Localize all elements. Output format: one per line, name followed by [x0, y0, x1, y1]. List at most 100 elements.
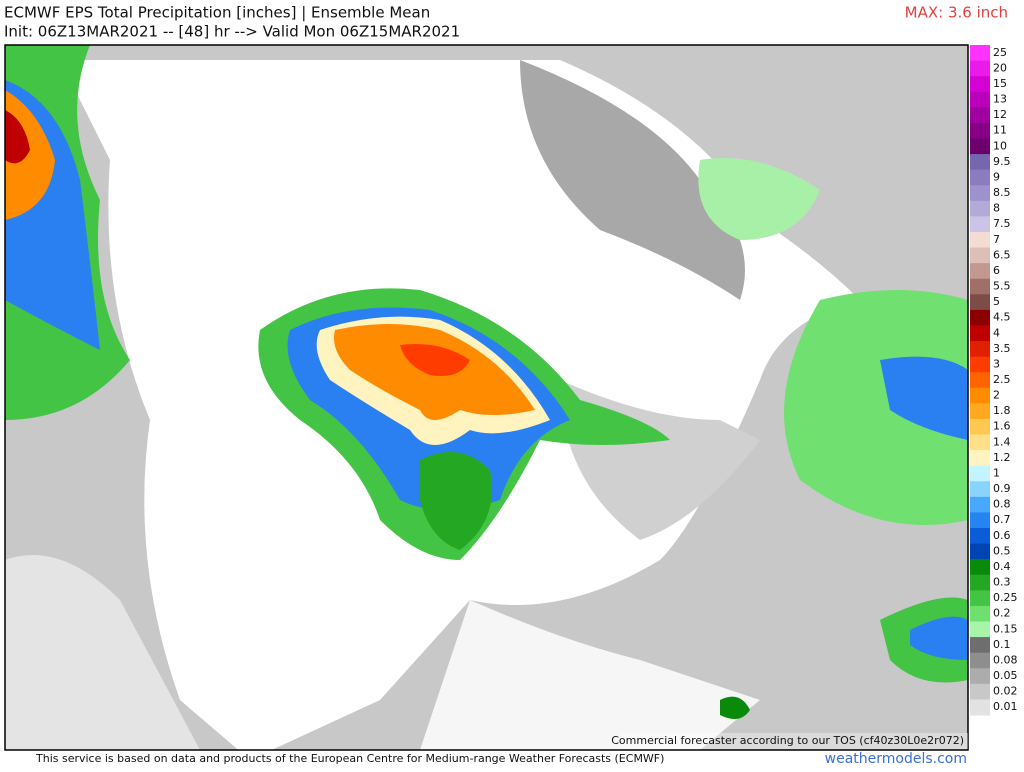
colorbar-label: 0.6: [993, 529, 1011, 542]
colorbar-swatch: [970, 169, 990, 186]
tos-note: Commercial forecaster according to our T…: [611, 734, 964, 747]
colorbar-label: 0.15: [993, 622, 1018, 635]
colorbar-swatch: [970, 60, 990, 77]
colorbar-label: 7: [993, 233, 1000, 246]
caribbean-blue: [910, 616, 968, 660]
colorbar-swatch: [970, 450, 990, 467]
colorbar-swatch: [970, 418, 990, 436]
caribbean-land: [420, 600, 760, 750]
colorbar-label: 3: [993, 357, 1000, 370]
colorbar-label: 11: [993, 124, 1007, 137]
colorbar-label: 10: [993, 139, 1007, 152]
title: ECMWF EPS Total Precipitation [inches] |…: [4, 4, 430, 22]
colorbar-label: 1.8: [993, 404, 1011, 417]
colorbar-swatch: [970, 637, 990, 654]
colorbar-swatch: [970, 231, 990, 249]
colorbar-swatch: [970, 683, 990, 700]
colorbar-swatch: [970, 263, 990, 280]
colorbar-swatch: [970, 590, 990, 607]
colorbar-swatch: [970, 559, 990, 576]
colorbar-swatch: [970, 465, 990, 482]
atlantic-blue: [880, 356, 968, 440]
colorbar-swatch: [970, 45, 990, 62]
colorbar-label: 6.5: [993, 248, 1011, 261]
max-label: MAX: 3.6 inch: [905, 4, 1008, 22]
atlantic-green: [784, 290, 968, 525]
colorbar-label: 5.5: [993, 280, 1011, 293]
colorbar-label: 13: [993, 93, 1007, 106]
colorbar-swatch: [970, 154, 990, 171]
tos-box: [620, 733, 968, 749]
colorbar-label: 9: [993, 170, 1000, 183]
colorbar-swatch: [970, 496, 990, 513]
colorbar-swatch: [970, 652, 990, 669]
colorbar-label: 9.5: [993, 155, 1011, 168]
colorbar-swatch: [970, 216, 990, 233]
colorbar-label: 1: [993, 466, 1000, 479]
colorbar-label: 1.4: [993, 435, 1011, 448]
colorbar-label: 0.1: [993, 638, 1011, 651]
colorbar-label: 25: [993, 46, 1007, 59]
colorbar-swatch: [970, 138, 990, 155]
colorbar-swatch: [970, 574, 990, 591]
colorbar-label: 0.4: [993, 560, 1011, 573]
pacific-red: [5, 110, 30, 164]
colorbar-label: 0.05: [993, 669, 1018, 682]
colorbar-label: 1.6: [993, 420, 1011, 433]
colorbar-swatch: [970, 294, 990, 311]
colorbar-swatch: [970, 91, 990, 108]
colorbar-label: 4: [993, 326, 1000, 339]
colorbar-label: 0.7: [993, 513, 1011, 526]
colorbar-swatch: [970, 185, 990, 202]
colorbar-label: 20: [993, 61, 1007, 74]
map: Commercial forecaster according to our T…: [4, 44, 969, 751]
colorbar-swatch: [970, 309, 990, 326]
site: weathermodels.com: [825, 751, 967, 767]
colorbar-swatch: [970, 200, 990, 217]
colorbar-swatch: [970, 372, 990, 389]
colorbar-swatch: [970, 122, 990, 139]
colorbar-swatch: [970, 699, 990, 716]
colorbar-label: 1.2: [993, 451, 1011, 464]
colorbar-swatch: [970, 481, 990, 498]
texas-green: [420, 452, 492, 550]
map-frame: [4, 44, 969, 751]
colorbar-label: 0.3: [993, 576, 1011, 589]
colorbar-label: 12: [993, 108, 1007, 121]
colorbar-label: 0.5: [993, 544, 1011, 557]
colorbar-label: 8.5: [993, 186, 1011, 199]
colorbar-label: 6: [993, 264, 1000, 277]
colorbar-swatch: [970, 76, 990, 93]
canada-gray: [520, 60, 745, 300]
colorbar-swatch: [970, 528, 990, 545]
plains-red: [400, 344, 470, 376]
quebec-green: [698, 158, 820, 240]
colorbar-label: 4.5: [993, 311, 1011, 324]
colorbar-swatch: [970, 278, 990, 295]
colorbar-swatch: [970, 621, 990, 638]
colorbar-label: 15: [993, 77, 1007, 90]
colorbar-label: 0.01: [993, 700, 1018, 713]
colorbar-swatch: [970, 107, 990, 124]
colorbar-label: 0.8: [993, 498, 1011, 511]
island-green: [720, 696, 750, 719]
ocean-shade: [5, 555, 200, 750]
colorbar-swatch: [970, 356, 990, 373]
colorbar-label: 0.2: [993, 607, 1011, 620]
colorbar-label: 7.5: [993, 217, 1011, 230]
colorbar-swatch: [970, 512, 990, 529]
colorbar-label: 0.25: [993, 591, 1018, 604]
colorbar-swatch: [970, 543, 990, 560]
subtitle: Init: 06Z13MAR2021 -- [48] hr --> Valid …: [4, 23, 460, 41]
colorbar-label: 0.9: [993, 482, 1011, 495]
colorbar-swatch: [970, 325, 990, 342]
colorbar-swatch: [970, 341, 990, 358]
colorbar-swatch: [970, 668, 990, 685]
disclaimer: This service is based on data and produc…: [35, 752, 664, 765]
colorbar-label: 0.02: [993, 685, 1018, 698]
colorbar-swatch: [970, 387, 990, 404]
colorbar-swatch: [970, 247, 990, 264]
colorbar-label: 2: [993, 389, 1000, 402]
colorbar-label: 0.08: [993, 653, 1018, 666]
